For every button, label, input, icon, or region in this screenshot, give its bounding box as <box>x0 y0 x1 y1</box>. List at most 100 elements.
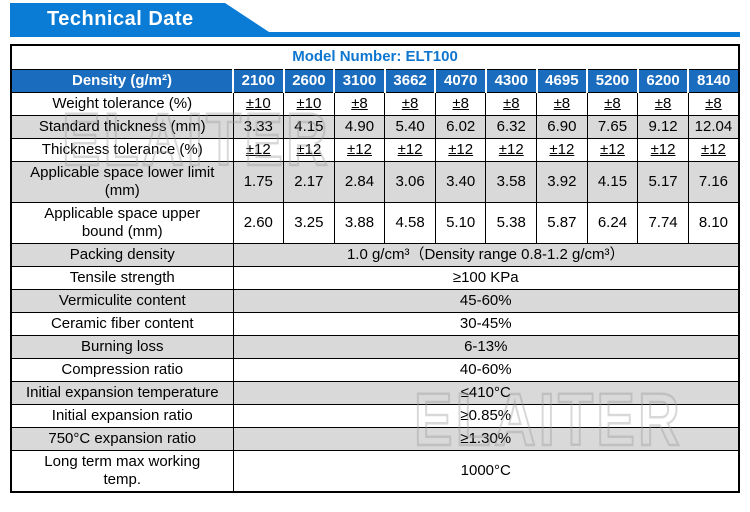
density-header-label: Density (g/m²) <box>10 68 234 93</box>
row-value: ±8 <box>586 91 639 116</box>
spec-row: Applicable space lower limit (mm) 1.75 2.1… <box>10 160 740 203</box>
row-value: 7.74 <box>637 201 689 244</box>
row-value: 2.60 <box>232 201 285 244</box>
row-value-span: 1000°C <box>232 449 740 492</box>
row-value-span: ≤410°C <box>232 380 740 405</box>
row-value: 3.06 <box>384 160 436 203</box>
row-value: 12.04 <box>687 114 740 139</box>
spec-table: Model Number: ELT100 Density (g/m²) 2100… <box>10 44 740 493</box>
row-value: 8.10 <box>687 201 740 244</box>
row-value: ±12 <box>283 137 335 162</box>
row-label: Initial expansion ratio <box>10 403 234 428</box>
row-value: 6.24 <box>586 201 639 244</box>
density-col-4695: 4695 <box>535 68 589 93</box>
row-value: 2.17 <box>283 160 335 203</box>
model-number-cell: Model Number: ELT100 <box>10 44 740 70</box>
row-label: Packing density <box>10 242 234 267</box>
row-value: 4.15 <box>283 114 335 139</box>
row-value-span: ≥1.30% <box>232 426 740 451</box>
row-value: ±8 <box>637 91 689 116</box>
row-value-span: 30-45% <box>232 311 740 336</box>
density-header-row: Density (g/m²) 2100 2600 3100 3662 4070 4300 4… <box>10 68 740 93</box>
row-value: 4.90 <box>333 114 386 139</box>
row-label: Standard thickness (mm) <box>10 114 234 139</box>
row-value: 3.88 <box>333 201 386 244</box>
row-value: 2.84 <box>333 160 386 203</box>
spec-row: Thickness tolerance (%) ±12 ±12 ±12 ±12 ±12 ±1… <box>10 137 740 162</box>
density-col-3100: 3100 <box>333 68 386 93</box>
spec-row: Tensile strength ≥100 KPa <box>10 265 740 290</box>
row-value: 6.32 <box>485 114 538 139</box>
spec-row: Applicable space upper bound (mm) 2.60 3.2… <box>10 201 740 244</box>
spec-row: Burning loss 6-13% <box>10 334 740 359</box>
row-value: 9.12 <box>637 114 689 139</box>
spec-row: 750°C expansion ratio ≥1.30% <box>10 426 740 451</box>
spec-row: Weight tolerance (%) ±10 ±10 ±8 ±8 ±8 ±8 ±8 ±8 ±8… <box>10 91 740 116</box>
spec-row: Packing density 1.0 g/cm³（Density range 0… <box>10 242 740 267</box>
spec-row: Compression ratio 40-60% <box>10 357 740 382</box>
row-value: ±8 <box>434 91 487 116</box>
spec-row: Long term max working temp. 1000°C <box>10 449 740 492</box>
row-value: 4.58 <box>384 201 436 244</box>
row-label: Burning loss <box>10 334 234 359</box>
density-col-3662: 3662 <box>383 68 437 93</box>
row-value: 5.17 <box>637 160 689 203</box>
row-value: 5.10 <box>434 201 487 244</box>
row-label: Weight tolerance (%) <box>10 91 234 116</box>
row-value: 3.33 <box>232 114 285 139</box>
row-label: Vermiculite content <box>10 288 234 313</box>
row-value: 4.15 <box>586 160 639 203</box>
row-value: 1.75 <box>232 160 285 203</box>
banner: Technical Date <box>10 3 740 37</box>
row-label: Ceramic fiber content <box>10 311 234 336</box>
spec-row: Vermiculite content 45-60% <box>10 288 740 313</box>
spec-row: Standard thickness (mm) 3.33 4.15 4.90 5.40 6… <box>10 114 740 139</box>
row-value: ±12 <box>586 137 639 162</box>
row-value: ±12 <box>384 137 436 162</box>
row-value: 6.90 <box>536 114 588 139</box>
row-value-span: 6-13% <box>232 334 740 359</box>
row-value: 5.87 <box>536 201 588 244</box>
model-number-row: Model Number: ELT100 <box>10 44 740 70</box>
row-value: ±10 <box>283 91 335 116</box>
row-value: 5.38 <box>485 201 538 244</box>
row-value-span: ≥100 KPa <box>232 265 740 290</box>
row-value: 3.58 <box>485 160 538 203</box>
row-value-span: 1.0 g/cm³（Density range 0.8-1.2 g/cm³） <box>232 242 740 267</box>
row-value: 6.02 <box>434 114 487 139</box>
row-label: Applicable space upper bound (mm) <box>10 201 234 244</box>
row-value: 3.40 <box>434 160 487 203</box>
spec-row: Initial expansion temperature ≤410°C <box>10 380 740 405</box>
density-col-8140: 8140 <box>687 68 740 93</box>
density-col-2100: 2100 <box>232 68 285 93</box>
row-label: Thickness tolerance (%) <box>10 137 234 162</box>
row-value: ±12 <box>687 137 740 162</box>
density-col-4300: 4300 <box>484 68 538 93</box>
row-label: 750°C expansion ratio <box>10 426 234 451</box>
page-title: Technical Date <box>47 8 194 30</box>
row-label: Compression ratio <box>10 357 234 382</box>
row-label: Tensile strength <box>10 265 234 290</box>
density-col-4070: 4070 <box>434 68 487 93</box>
row-value: 7.65 <box>586 114 639 139</box>
row-label: Initial expansion temperature <box>10 380 234 405</box>
row-value: 3.25 <box>283 201 335 244</box>
row-value-span: ≥0.85% <box>232 403 740 428</box>
row-value: ±8 <box>333 91 386 116</box>
row-value: 5.40 <box>384 114 436 139</box>
row-value: ±12 <box>434 137 487 162</box>
row-value: ±10 <box>232 91 285 116</box>
row-label: Applicable space lower limit (mm) <box>10 160 234 203</box>
row-value: ±12 <box>333 137 386 162</box>
row-value: ±8 <box>384 91 436 116</box>
row-value: ±12 <box>637 137 689 162</box>
density-col-5200: 5200 <box>586 68 639 93</box>
row-value: ±12 <box>485 137 538 162</box>
spec-row: Ceramic fiber content 30-45% <box>10 311 740 336</box>
row-value: 3.92 <box>536 160 588 203</box>
row-value: ±12 <box>536 137 588 162</box>
row-value: ±8 <box>485 91 538 116</box>
density-col-2600: 2600 <box>282 68 336 93</box>
row-value: ±8 <box>687 91 740 116</box>
row-value-span: 40-60% <box>232 357 740 382</box>
